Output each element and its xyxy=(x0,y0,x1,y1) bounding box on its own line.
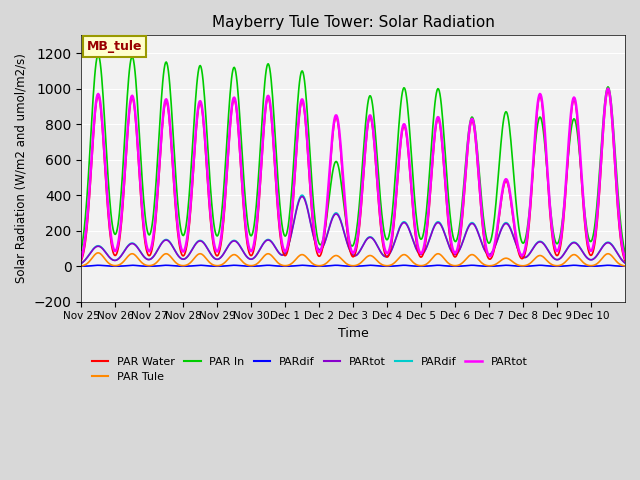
PAR In xyxy=(142,218,150,224)
PAR In xyxy=(242,201,250,206)
PARtot xyxy=(604,86,612,92)
PARtot xyxy=(77,256,85,262)
PARdif xyxy=(440,229,448,235)
PARtot xyxy=(289,226,296,232)
PAR Water xyxy=(621,258,629,264)
PARtot xyxy=(621,260,629,266)
Legend: PAR Water, PAR Tule, PAR In, PARdif, PARtot, PARdif, PARtot: PAR Water, PAR Tule, PAR In, PARdif, PAR… xyxy=(87,352,532,387)
PARdif xyxy=(242,263,250,269)
PARtot xyxy=(410,240,417,245)
Line: PAR In: PAR In xyxy=(81,55,625,252)
PAR In xyxy=(440,136,448,142)
PARtot xyxy=(621,255,629,261)
PAR Tule xyxy=(440,256,448,262)
PARtot xyxy=(268,117,276,123)
PARtot xyxy=(241,216,249,221)
PARtot xyxy=(298,194,306,200)
PAR Tule xyxy=(269,254,276,260)
PARdif xyxy=(289,226,296,231)
PAR Water xyxy=(289,209,296,215)
Text: MB_tule: MB_tule xyxy=(86,40,142,53)
PAR Water xyxy=(141,239,149,245)
PAR In xyxy=(621,250,629,255)
PAR Water xyxy=(440,160,447,166)
PARdif xyxy=(410,239,417,245)
PARtot xyxy=(77,261,85,266)
PARdif xyxy=(289,263,297,269)
PAR In xyxy=(289,167,297,173)
PARtot xyxy=(241,252,249,257)
PARdif xyxy=(141,255,149,261)
PARtot xyxy=(268,240,276,245)
Y-axis label: Solar Radiation (W/m2 and umol/m2/s): Solar Radiation (W/m2 and umol/m2/s) xyxy=(15,54,28,284)
PAR Tule xyxy=(94,250,102,256)
Line: PARdif: PARdif xyxy=(81,265,625,266)
PARdif xyxy=(241,251,249,257)
PARdif xyxy=(410,263,417,269)
PAR Tule xyxy=(242,261,250,267)
Line: PARdif: PARdif xyxy=(81,195,625,264)
PARdif xyxy=(621,264,629,269)
PAR In xyxy=(269,94,276,100)
Line: PARtot: PARtot xyxy=(81,197,625,264)
PARdif xyxy=(142,263,150,269)
PAR Tule xyxy=(289,259,297,265)
PARtot xyxy=(409,203,417,209)
PARtot xyxy=(141,233,149,239)
X-axis label: Time: Time xyxy=(338,327,369,340)
PARdif xyxy=(269,263,276,268)
PARtot xyxy=(289,202,296,208)
PARdif xyxy=(440,263,448,269)
PARtot xyxy=(141,255,149,261)
PAR In xyxy=(94,52,102,58)
PAR In xyxy=(410,185,417,191)
PARdif xyxy=(298,192,306,198)
PAR Tule xyxy=(77,263,85,269)
Title: Mayberry Tule Tower: Solar Radiation: Mayberry Tule Tower: Solar Radiation xyxy=(212,15,495,30)
PARdif xyxy=(621,260,629,266)
PAR Tule xyxy=(142,262,150,268)
PAR Water xyxy=(604,87,612,93)
PAR Water xyxy=(241,222,249,228)
PAR Tule xyxy=(410,260,417,266)
Line: PAR Water: PAR Water xyxy=(81,90,625,261)
PAR Water xyxy=(409,209,417,215)
PARdif xyxy=(77,261,85,266)
PARdif xyxy=(77,264,85,269)
PAR Water xyxy=(268,121,276,127)
PAR Tule xyxy=(621,263,629,269)
PAR Water xyxy=(77,258,85,264)
PARdif xyxy=(268,239,276,245)
Line: PARtot: PARtot xyxy=(81,89,625,259)
PARtot xyxy=(440,229,448,235)
PAR In xyxy=(77,247,85,253)
PARdif xyxy=(94,263,102,268)
PARtot xyxy=(440,155,447,161)
Line: PAR Tule: PAR Tule xyxy=(81,253,625,266)
